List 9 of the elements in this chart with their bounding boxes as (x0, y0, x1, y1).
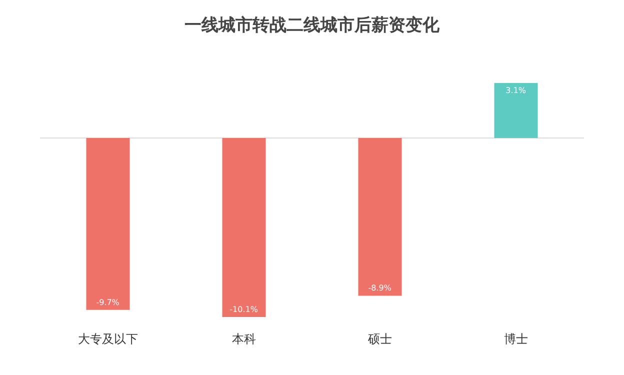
data-label: 3.1% (506, 86, 526, 95)
data-label: -8.9% (368, 284, 392, 293)
data-label: -10.1% (230, 305, 258, 314)
chart-title: 一线城市转战二线城市后薪资变化 (184, 16, 440, 36)
x-tick-label: 硕士 (367, 332, 392, 346)
x-tick-label: 本科 (232, 332, 256, 346)
data-label: -9.7% (96, 298, 120, 307)
x-tick-label: 博士 (504, 332, 528, 346)
x-tick-label: 大专及以下 (78, 332, 138, 346)
